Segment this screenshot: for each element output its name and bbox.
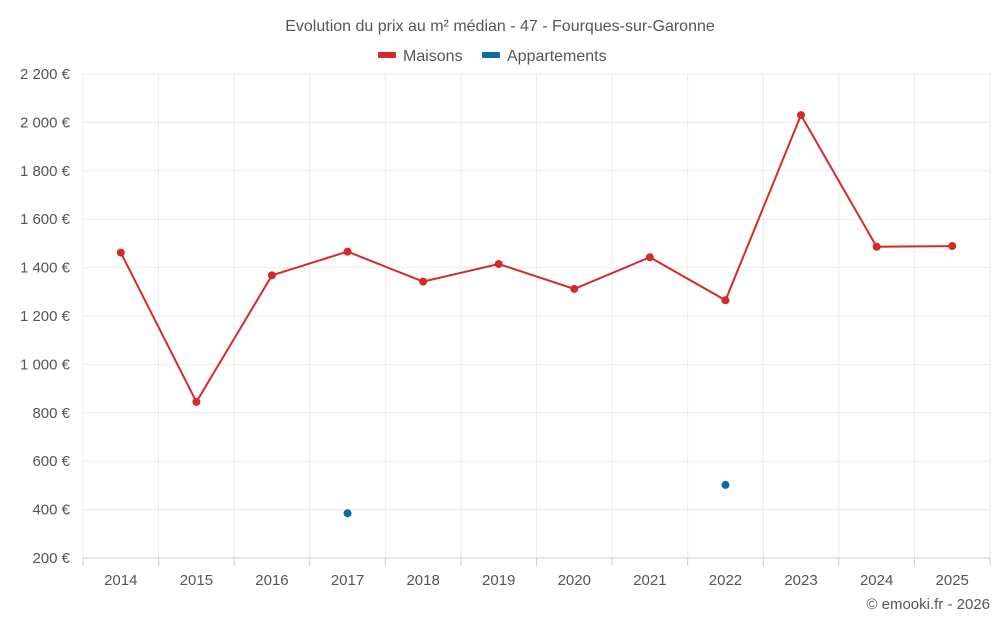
x-tick-label: 2014 — [104, 572, 137, 589]
x-tick-label: 2018 — [406, 572, 439, 589]
y-axis: 200 € 400 € 600 € 800 € 1 000 € 1 200 € 1 400 … — [20, 66, 71, 567]
x-tick-label: 2020 — [558, 572, 591, 589]
y-tick-label: 2 000 € — [20, 114, 71, 131]
y-tick-label: 800 € — [32, 405, 70, 422]
data-point-appartements-2022[interactable] — [721, 480, 730, 489]
data-point-maisons-2017[interactable] — [343, 247, 352, 256]
chart-title: Evolution du prix au m² médian - 47 - Fo… — [285, 18, 715, 35]
y-tick-label: 1 000 € — [20, 356, 71, 373]
y-tick-label: 1 600 € — [20, 211, 71, 228]
data-point-maisons-2014[interactable] — [116, 248, 125, 257]
legend: Maisons Appartements — [378, 48, 607, 65]
data-point-maisons-2016[interactable] — [267, 271, 276, 280]
data-point-maisons-2024[interactable] — [872, 242, 881, 251]
credit-text: © emooki.fr - 2026 — [866, 596, 990, 613]
legend-label-maisons: Maisons — [403, 48, 463, 65]
legend-item-maisons[interactable]: Maisons — [378, 48, 463, 65]
x-tick-label: 2025 — [936, 572, 969, 589]
x-tick-label: 2024 — [860, 572, 893, 589]
data-point-maisons-2021[interactable] — [645, 253, 654, 262]
data-point-appartements-2017[interactable] — [343, 509, 352, 518]
x-tick-label: 2015 — [180, 572, 213, 589]
x-tick-label: 2017 — [331, 572, 364, 589]
series — [116, 111, 957, 518]
y-tick-label: 2 200 € — [20, 66, 71, 83]
data-point-maisons-2020[interactable] — [570, 284, 579, 293]
y-tick-label: 400 € — [32, 502, 70, 519]
legend-swatch-appartements — [482, 52, 500, 58]
data-point-maisons-2015[interactable] — [192, 397, 201, 406]
y-tick-label: 1 800 € — [20, 163, 71, 180]
data-point-maisons-2018[interactable] — [419, 277, 428, 286]
x-tick-label: 2023 — [784, 572, 817, 589]
x-axis: 2014 2015 2016 2017 2018 2019 2020 2021 2022 2023… — [82, 557, 991, 589]
gridlines — [82, 73, 991, 558]
x-tick-label: 2021 — [633, 572, 666, 589]
x-tick-label: 2016 — [255, 572, 288, 589]
x-tick-label: 2019 — [482, 572, 515, 589]
legend-label-appartements: Appartements — [507, 48, 607, 65]
data-point-maisons-2023[interactable] — [797, 111, 806, 120]
series-line-maisons — [119, 112, 953, 404]
legend-swatch-maisons — [378, 52, 396, 58]
y-tick-label: 200 € — [32, 550, 70, 567]
data-point-maisons-2022[interactable] — [721, 296, 730, 305]
data-point-maisons-2019[interactable] — [494, 259, 503, 268]
y-tick-label: 1 200 € — [20, 308, 71, 325]
legend-item-appartements[interactable]: Appartements — [482, 48, 607, 65]
data-point-maisons-2025[interactable] — [948, 242, 957, 251]
x-tick-label: 2022 — [709, 572, 742, 589]
y-tick-label: 600 € — [32, 453, 70, 470]
y-tick-label: 1 400 € — [20, 260, 71, 277]
